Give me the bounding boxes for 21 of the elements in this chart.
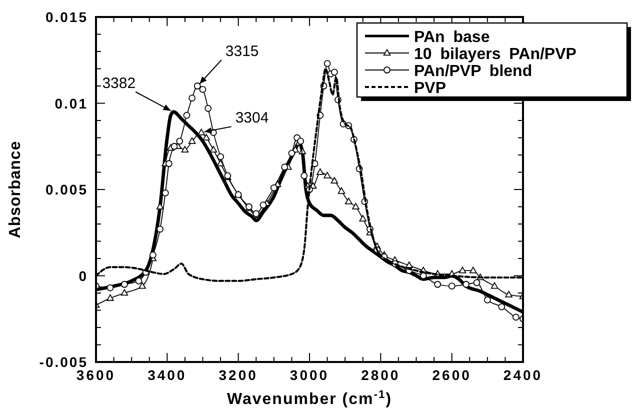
annotation: 3382 [102, 74, 136, 92]
legend-label: 10 bilayers PAn/PVP [414, 46, 577, 63]
annotation: 3315 [225, 43, 259, 60]
y-tick-label: 0.005 [45, 182, 88, 198]
y-axis-title: Absorbance [7, 140, 24, 238]
legend-label: PAn base [414, 29, 490, 46]
y-tick-label: -0.005 [39, 354, 88, 370]
legend-label: PVP [414, 80, 446, 97]
x-tick-label: 3200 [218, 367, 258, 383]
y-tick-label: 0.015 [45, 9, 88, 25]
x-tick-label: 2800 [361, 367, 400, 383]
legend-label: PAn/PVP blend [414, 63, 532, 80]
x-tick-label: 3000 [290, 367, 330, 383]
x-tick-label: 2600 [432, 367, 472, 383]
y-tick-label: 0 [78, 268, 88, 284]
x-tick-label: 3600 [76, 367, 116, 383]
x-axis-title: Wavenumber (cm$^{-1}$) [226, 389, 392, 408]
x-tick-label: 2400 [503, 367, 543, 383]
y-tick-label: 0.01 [54, 95, 88, 112]
x-tick-label: 3400 [148, 367, 187, 383]
annotation: 3304 [235, 110, 269, 127]
